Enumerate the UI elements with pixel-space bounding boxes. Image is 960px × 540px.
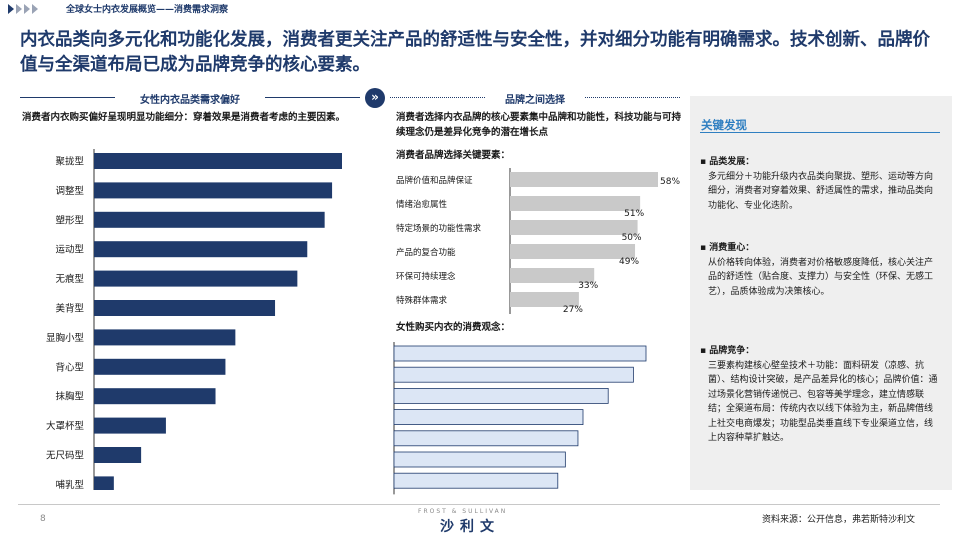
mid-section-title: 品牌之间选择 bbox=[505, 95, 565, 106]
tick-label: 大罩杯型 bbox=[46, 420, 85, 432]
mid-section-line bbox=[390, 97, 485, 98]
logo-tagline: FROST & SULLIVAN bbox=[418, 508, 508, 515]
source-note: 资料来源：公开信息，弗若斯特沙利文 bbox=[762, 515, 916, 525]
bar bbox=[94, 476, 114, 490]
bar bbox=[510, 268, 595, 283]
finding-focus: ▪ 消费重心： 从价格转向体验，消费者对价格敏感度降低，核心关注产品的舒适性（贴… bbox=[700, 241, 940, 299]
bar bbox=[510, 292, 579, 307]
concept-chart-subtitle: 女性购买内衣的消费观念： bbox=[396, 322, 511, 333]
breadcrumb: 全球女士内衣发展概览——消费需求洞察 bbox=[66, 5, 229, 15]
finding-category-head: ▪ 品类发展： bbox=[700, 157, 755, 167]
mid-lead-text: 消费者选择内衣品牌的核心要素集中品牌和功能性，科技功能与可持续理念仍是差异化竞争… bbox=[396, 112, 682, 138]
finding-competition-body: 三要素构建核心壁垒技术＋功能：面料研发（凉感、抗菌）、结构设计突破，是产品差异化… bbox=[708, 360, 938, 444]
tick-label: 无痕型 bbox=[55, 273, 84, 285]
bar bbox=[94, 153, 342, 169]
mid-section-line-right bbox=[585, 97, 680, 98]
bar bbox=[393, 430, 579, 447]
tick-label: 情绪治愈属性 bbox=[396, 199, 448, 210]
key-findings-title: 关键发现 bbox=[701, 118, 747, 132]
bar bbox=[393, 451, 566, 468]
left-section-line-right bbox=[265, 97, 360, 98]
left-section-line bbox=[20, 97, 115, 98]
finding-competition-head: ▪ 品牌竞争： bbox=[700, 346, 755, 356]
tick-label: 塑形型 bbox=[55, 214, 84, 226]
bar bbox=[510, 220, 638, 235]
bar bbox=[393, 409, 584, 425]
consumption-concept-chart: 追求塑型追求舒适追求健康追求功能追求时尚追求性价比追求高品质 bbox=[393, 342, 647, 495]
tick-label: 无尺码型 bbox=[46, 451, 85, 462]
tick-label: 抹胸型 bbox=[55, 391, 84, 403]
data-label: 50% bbox=[622, 233, 642, 243]
left-lead-text: 消费者内衣购买偏好呈现明显功能细分：穿着效果是消费者考虑的主要因素。 bbox=[22, 112, 346, 123]
bar bbox=[94, 211, 325, 228]
tick-label: 显胸小型 bbox=[46, 332, 85, 344]
tick-label: 美背型 bbox=[55, 303, 84, 315]
bar bbox=[94, 270, 298, 287]
bar bbox=[393, 366, 634, 383]
finding-category-body: 多元细分＋功能升级内衣品类向聚拢、塑形、运动等方向细分，消费者对穿着效果、舒适属… bbox=[708, 171, 934, 211]
page-title: 内衣品类向多元化和功能化发展，消费者更关注产品的舒适性与安全性，并对细分功能有明… bbox=[20, 30, 930, 75]
tick-label: 背心型 bbox=[55, 361, 84, 373]
tick-label: 运动型 bbox=[55, 245, 84, 256]
brand-factor-chart: 品牌价值和品牌保证 58% 情绪治愈属性 51% 特定场景的功能性需求 50% 产品的复合功… bbox=[396, 168, 680, 314]
data-label: 51% bbox=[624, 209, 644, 219]
tick-label: 品牌价值和品牌保证 bbox=[396, 175, 473, 186]
finding-focus-body: 从价格转向体验，消费者对价格敏感度降低，核心关注产品的舒适性（贴合度、支撑力）与… bbox=[708, 257, 934, 297]
bar bbox=[94, 182, 333, 199]
bar bbox=[94, 241, 308, 258]
logo: 沙利文 bbox=[440, 519, 500, 535]
key-findings-divider bbox=[700, 132, 940, 133]
bar bbox=[510, 172, 658, 187]
double-chevron-icon: » bbox=[365, 88, 385, 108]
data-label: 27% bbox=[563, 305, 583, 314]
tick-label: 产品的复合功能 bbox=[396, 247, 456, 258]
left-section-title: 女性内衣品类需求偏好 bbox=[140, 95, 240, 106]
bar bbox=[94, 329, 236, 346]
tick-label: 调整型 bbox=[55, 185, 84, 197]
bar bbox=[94, 447, 142, 463]
bar bbox=[510, 244, 636, 259]
finding-competition: ▪ 品牌竞争： 三要素构建核心壁垒技术＋功能：面料研发（凉感、抗菌）、结构设计突… bbox=[700, 344, 940, 446]
bar bbox=[94, 417, 166, 434]
tick-label: 特殊群体需求 bbox=[396, 295, 448, 306]
bar bbox=[393, 472, 559, 489]
tick-label: 哺乳型 bbox=[55, 479, 84, 490]
data-label: 33% bbox=[578, 281, 598, 291]
tick-label: 特定场景的功能性需求 bbox=[396, 223, 482, 234]
bar bbox=[393, 345, 647, 362]
key-findings-panel bbox=[690, 96, 952, 490]
page-number: 8 bbox=[40, 514, 46, 524]
finding-focus-head: ▪ 消费重心： bbox=[700, 243, 755, 253]
footer-divider bbox=[18, 504, 940, 505]
tick-label: 聚拢型 bbox=[55, 156, 84, 168]
data-label: 58% bbox=[660, 177, 680, 187]
brand-chart-subtitle: 消费者品牌选择关键要素： bbox=[396, 150, 511, 161]
bar bbox=[94, 388, 216, 405]
breadcrumb-chevrons bbox=[8, 4, 38, 14]
bar bbox=[510, 196, 641, 211]
bar bbox=[393, 388, 609, 404]
tick-label: 环保可持续理念 bbox=[396, 271, 456, 282]
bar bbox=[94, 358, 226, 375]
bar bbox=[94, 300, 276, 316]
finding-category: ▪ 品类发展： 多元细分＋功能升级内衣品类向聚拢、塑形、运动等方向细分，消费者对… bbox=[700, 155, 940, 213]
data-label: 49% bbox=[619, 257, 639, 267]
